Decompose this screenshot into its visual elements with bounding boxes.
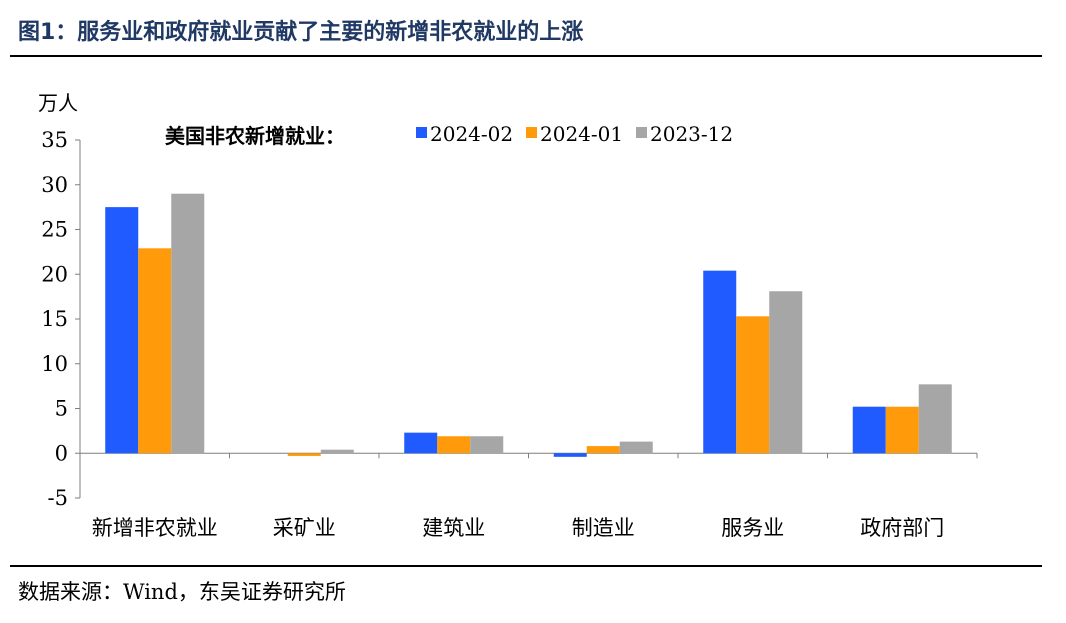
legend-title: 美国非农新增就业： [165,124,345,148]
x-tick-label: 采矿业 [273,516,336,540]
y-tick-label: 35 [41,128,68,152]
y-tick-label: 10 [41,352,68,376]
bar [619,441,653,454]
legend-swatch [416,127,427,138]
bar [586,446,620,454]
legend: 美国非农新增就业： 2024-02 2024-01 2023-12 [165,122,733,148]
x-tick-label: 新增非农就业 [92,516,218,540]
bars [105,193,952,457]
bar [287,453,321,456]
bar [769,291,803,454]
x-tick-label: 制造业 [572,516,635,540]
bar [105,207,139,454]
x-axis: 新增非农就业 采矿业 建筑业 制造业 服务业 政府部门 [79,452,978,540]
bar [404,432,438,454]
x-tick-label: 建筑业 [422,516,485,540]
y-tick-label: 15 [41,307,68,331]
bar [553,453,587,457]
y-tick-label: 5 [55,397,68,421]
bar [138,248,172,454]
y-tick-label: 30 [41,173,68,197]
top-divider [10,55,1042,57]
bar [470,436,504,454]
y-tick-label: -5 [48,486,68,510]
figure-title: 图1：服务业和政府就业贡献了主要的新增非农就业的上涨 [18,20,584,45]
x-tick-label: 政府部门 [860,516,944,540]
x-tick-label: 服务业 [721,516,784,540]
legend-swatch [636,127,647,138]
source-note: 数据来源：Wind，东吴证券研究所 [18,580,346,604]
bar [171,193,205,454]
legend-swatch [526,127,537,138]
bottom-divider [10,565,1042,567]
bar [320,449,354,454]
legend-label: 2024-01 [540,122,623,146]
y-tick-label: 25 [41,218,68,242]
y-axis: -5 0 5 10 15 20 25 30 35 [41,128,81,510]
bar [852,406,886,454]
bar [703,270,737,454]
legend-label: 2024-02 [430,122,513,146]
bar [437,436,471,454]
y-axis-unit-label: 万人 [38,91,78,115]
y-tick-label: 0 [55,441,68,465]
bar [918,384,952,454]
bar [885,406,919,454]
legend-label: 2023-12 [650,122,733,146]
bar [736,316,770,454]
y-tick-label: 20 [41,262,68,286]
